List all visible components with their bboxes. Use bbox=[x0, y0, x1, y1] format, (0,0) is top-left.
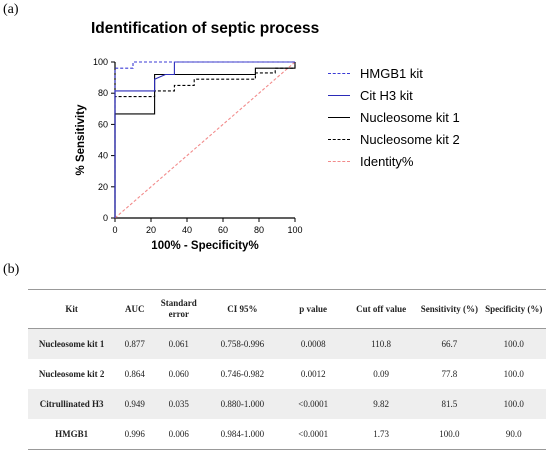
x-tick-label: 100 bbox=[287, 225, 302, 235]
cell-p-value: 0.0008 bbox=[281, 328, 345, 359]
table-row: HMGB1 0.996 0.006 0.984-1.000 <0.0001 1.… bbox=[28, 419, 546, 450]
series-line-nucleosome-kit-1 bbox=[114, 62, 296, 218]
cell-sensitivity: 66.7 bbox=[417, 328, 482, 359]
cell-standard-error: 0.006 bbox=[154, 419, 204, 450]
header-ci95: CI 95% bbox=[203, 289, 282, 329]
cell-sensitivity: 100.0 bbox=[417, 419, 482, 450]
cell-cutoff-value: 0.09 bbox=[373, 369, 389, 379]
x-axis-label: 100% - Specificity% bbox=[151, 240, 258, 252]
y-tick-label: 40 bbox=[98, 151, 108, 161]
cell-ci95: 0.880-1.000 bbox=[203, 389, 282, 419]
chart-legend: HMGB1 kit Cit H3 kit Nucleosome kit 1 Nucle… bbox=[328, 62, 460, 172]
legend-swatch bbox=[328, 116, 350, 118]
table-row: Nucleosome kit 2 0.864 0.060 0.746-0.982… bbox=[28, 359, 546, 389]
legend-item: HMGB1 kit bbox=[328, 62, 460, 84]
x-tick-label: 60 bbox=[218, 225, 228, 235]
cell-kit: HMGB1 bbox=[28, 419, 116, 450]
header-sensitivity: Sensitivity (%) bbox=[417, 289, 482, 329]
cell-auc: 0.996 bbox=[115, 419, 155, 450]
cell-auc: 0.877 bbox=[115, 328, 155, 359]
y-tick-label: 20 bbox=[98, 182, 108, 192]
cell-p-value: 0.0012 bbox=[300, 369, 326, 379]
panel-a-label: (a) bbox=[3, 2, 19, 17]
panel-b-label: (b) bbox=[3, 262, 20, 277]
header-standard-error: Standard error bbox=[154, 289, 204, 329]
cell-specificity: 100.0 bbox=[503, 369, 524, 379]
series-line-identity bbox=[114, 61, 296, 219]
cell-p-value: <0.0001 bbox=[281, 389, 345, 419]
legend-label: Identity% bbox=[360, 153, 414, 169]
cell-standard-error: 0.060 bbox=[168, 369, 189, 379]
header-cutoff-value: Cut off value bbox=[345, 289, 418, 329]
table-row: Citrullinated H3 0.949 0.035 0.880-1.000… bbox=[28, 389, 546, 419]
legend-swatch bbox=[328, 94, 350, 96]
x-tick-label: 20 bbox=[146, 225, 156, 235]
legend-label: Nucleosome kit 1 bbox=[360, 109, 460, 125]
y-tick-label: 80 bbox=[98, 88, 108, 98]
legend-item: Nucleosome kit 2 bbox=[328, 128, 460, 150]
header-p-value: p value bbox=[281, 289, 345, 329]
cell-cutoff-value: 1.73 bbox=[345, 419, 418, 450]
cell-auc: 0.864 bbox=[124, 369, 145, 379]
cell-sensitivity: 77.8 bbox=[441, 369, 458, 379]
results-table: Kit AUC Standard error CI 95% p value Cu… bbox=[28, 289, 546, 450]
x-tick-label: 40 bbox=[182, 225, 192, 235]
chart-title: Identification of septic process bbox=[91, 20, 320, 37]
cell-ci95: 0.984-1.000 bbox=[203, 419, 282, 450]
cell-specificity: 100.0 bbox=[481, 389, 546, 419]
cell-auc: 0.949 bbox=[115, 389, 155, 419]
y-axis-label: % Sensitivity bbox=[75, 104, 87, 176]
cell-cutoff-value: 9.82 bbox=[345, 389, 418, 419]
x-tick-label: 80 bbox=[254, 225, 264, 235]
cell-kit: Citrullinated H3 bbox=[28, 389, 116, 419]
y-tick-label: 100 bbox=[93, 57, 108, 67]
cell-sensitivity: 81.5 bbox=[417, 389, 482, 419]
cell-specificity: 90.0 bbox=[481, 419, 546, 450]
legend-item: Cit H3 kit bbox=[328, 84, 460, 106]
header-kit: Kit bbox=[28, 289, 116, 329]
roc-chart: 0 20 40 60 80 100 0 20 40 60 80 100 100% - Specifici… bbox=[75, 57, 303, 252]
legend-item: Nucleosome kit 1 bbox=[328, 106, 460, 128]
legend-label: Nucleosome kit 2 bbox=[360, 131, 460, 147]
table-row: Nucleosome kit 1 0.877 0.061 0.758-0.996… bbox=[28, 328, 546, 359]
y-tick-label: 60 bbox=[98, 119, 108, 129]
series-line-hmgb1-kit bbox=[114, 61, 295, 218]
cell-p-value: <0.0001 bbox=[281, 419, 345, 450]
x-tick-label: 0 bbox=[112, 225, 117, 235]
legend-swatch bbox=[328, 72, 350, 74]
table-header-row: Kit AUC Standard error CI 95% p value Cu… bbox=[28, 289, 546, 329]
y-tick-label: 0 bbox=[103, 213, 108, 223]
cell-kit: Nucleosome kit 2 bbox=[38, 369, 105, 379]
cell-ci95: 0.746-0.982 bbox=[220, 369, 265, 379]
legend-swatch bbox=[328, 160, 350, 162]
series-line-cit-h3-kit bbox=[114, 61, 295, 218]
cell-standard-error: 0.061 bbox=[154, 328, 204, 359]
header-auc: AUC bbox=[115, 289, 155, 329]
cell-cutoff-value: 110.8 bbox=[345, 328, 418, 359]
legend-label: HMGB1 kit bbox=[360, 65, 423, 81]
cell-specificity: 100.0 bbox=[481, 328, 546, 359]
legend-item: Identity% bbox=[328, 150, 460, 172]
legend-label: Cit H3 kit bbox=[360, 87, 413, 103]
legend-swatch bbox=[328, 138, 350, 140]
header-specificity: Specificity (%) bbox=[481, 289, 546, 329]
cell-kit: Nucleosome kit 1 bbox=[28, 328, 116, 359]
cell-ci95: 0.758-0.996 bbox=[203, 328, 282, 359]
cell-standard-error: 0.035 bbox=[154, 389, 204, 419]
